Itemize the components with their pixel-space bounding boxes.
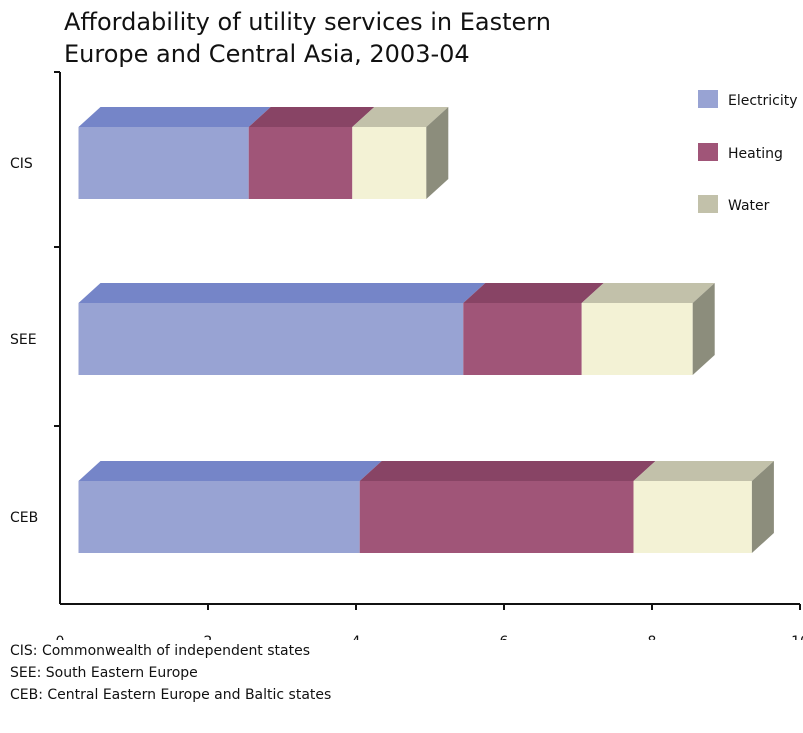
bar-top-heating <box>359 461 656 481</box>
bar-segment-electricity <box>78 127 249 199</box>
legend-swatch <box>698 143 718 161</box>
x-tick-label: 0 <box>56 634 65 640</box>
bar-segment-heating <box>463 303 582 375</box>
legend-label: Electricity <box>728 93 798 109</box>
category-label: SEE <box>10 332 37 348</box>
bar-segment-water <box>633 481 752 553</box>
bar-segment-water <box>352 127 427 199</box>
footnotes: CIS: Commonwealth of independent states … <box>10 640 331 706</box>
footnote-see: SEE: South Eastern Europe <box>10 665 198 681</box>
legend-label: Heating <box>728 146 783 162</box>
stacked-bar-chart: 0 2 4 6 8 10 CIS SEE CEB Electricity Heating Water <box>10 71 803 640</box>
bar-segment-water <box>581 303 693 375</box>
bar-side-face <box>692 283 715 375</box>
bar-top-water <box>352 107 449 127</box>
x-tick-label: 2 <box>204 634 213 640</box>
bar-segment-heating <box>359 481 634 553</box>
bar-top-electricity <box>78 461 382 481</box>
chart-title: Affordability of utility services in Eas… <box>64 8 551 68</box>
bar-segment-electricity <box>78 303 464 375</box>
bar-top-water <box>633 461 774 481</box>
category-label: CIS <box>10 156 33 172</box>
x-tick-label: 10 <box>791 634 803 640</box>
legend-label: Water <box>728 198 770 214</box>
footnote-ceb: CEB: Central Eastern Europe and Baltic s… <box>10 687 332 703</box>
bar-top-heating <box>248 107 375 127</box>
bar-segment-heating <box>248 127 353 199</box>
bar-side-face <box>751 461 774 553</box>
x-tick-label: 4 <box>352 634 361 640</box>
bar-segment-electricity <box>78 481 360 553</box>
category-label: CEB <box>10 510 38 526</box>
bar-top-heating <box>463 283 604 303</box>
x-tick-label: 6 <box>500 634 509 640</box>
bar-top-electricity <box>78 283 486 303</box>
bar-top-electricity <box>78 107 271 127</box>
legend-swatch <box>698 195 718 213</box>
legend-swatch <box>698 90 718 108</box>
x-tick-label: 8 <box>648 634 657 640</box>
footnote-cis: CIS: Commonwealth of independent states <box>10 643 311 659</box>
bar-top-water <box>581 283 715 303</box>
bar-side-face <box>426 107 449 199</box>
